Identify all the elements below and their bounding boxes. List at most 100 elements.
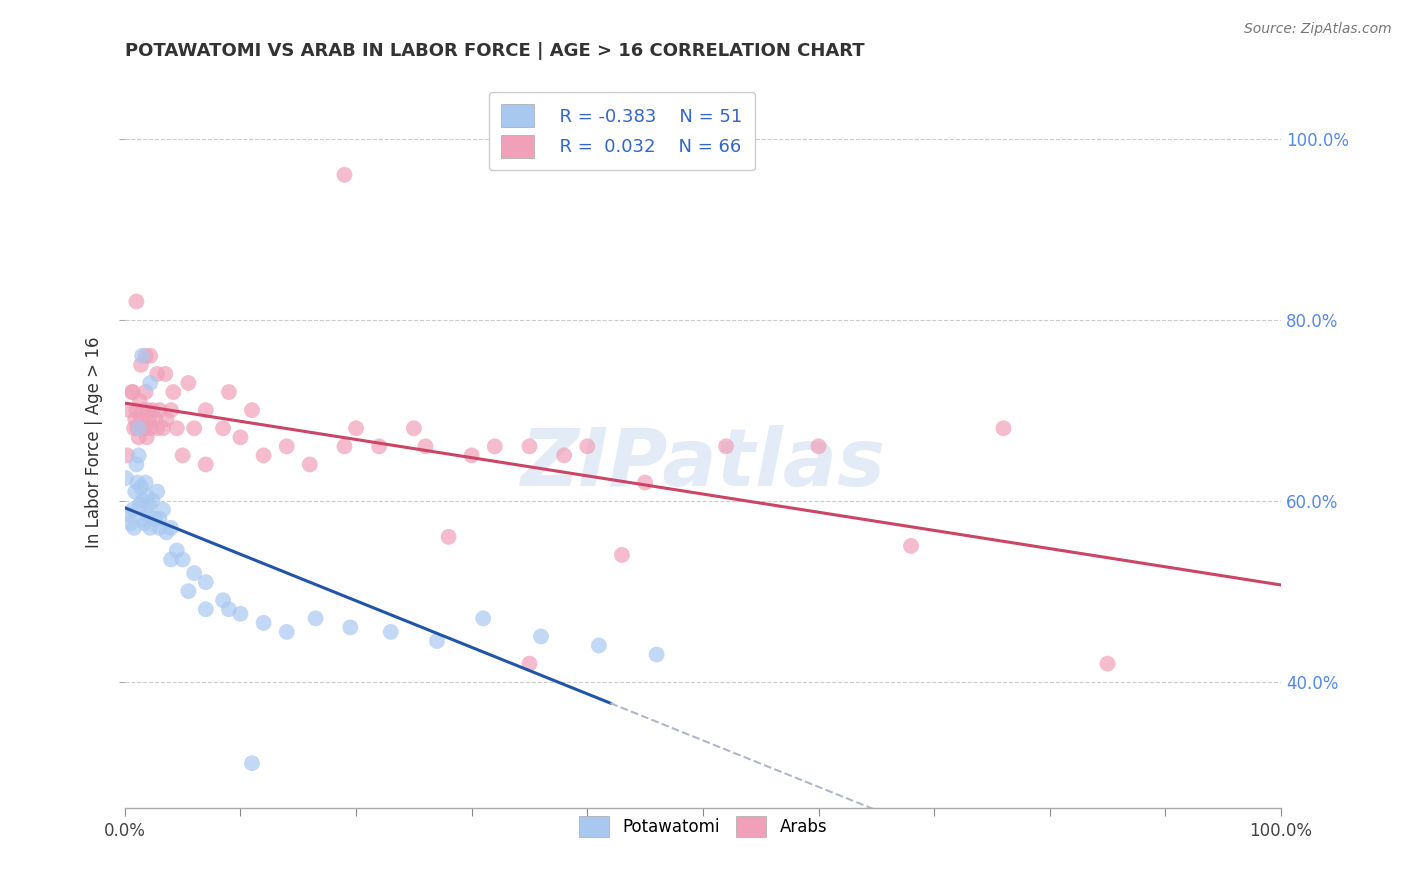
Point bbox=[333, 439, 356, 453]
Point bbox=[252, 615, 274, 630]
Point bbox=[115, 449, 138, 463]
Text: Source: ZipAtlas.com: Source: ZipAtlas.com bbox=[1244, 22, 1392, 37]
Point bbox=[122, 385, 145, 400]
Point bbox=[134, 421, 156, 435]
Point bbox=[125, 458, 148, 472]
Point bbox=[472, 611, 495, 625]
Point bbox=[240, 756, 263, 771]
Point bbox=[183, 421, 205, 435]
Point bbox=[129, 480, 152, 494]
Point bbox=[229, 607, 252, 621]
Point bbox=[993, 421, 1015, 435]
Point bbox=[148, 512, 170, 526]
Point bbox=[142, 493, 165, 508]
Point bbox=[519, 657, 541, 671]
Point bbox=[194, 403, 217, 417]
Point bbox=[634, 475, 657, 490]
Point bbox=[212, 593, 235, 607]
Point bbox=[380, 624, 402, 639]
Point bbox=[142, 403, 165, 417]
Point bbox=[155, 412, 177, 426]
Point bbox=[519, 439, 541, 453]
Point bbox=[415, 439, 437, 453]
Point bbox=[125, 403, 148, 417]
Point bbox=[333, 168, 356, 182]
Point bbox=[344, 421, 367, 435]
Point bbox=[135, 475, 157, 490]
Text: ZIPatlas: ZIPatlas bbox=[520, 425, 886, 503]
Point bbox=[645, 648, 668, 662]
Point bbox=[138, 498, 160, 512]
Point bbox=[160, 403, 183, 417]
Point bbox=[124, 412, 146, 426]
Point bbox=[135, 430, 157, 444]
Point bbox=[172, 552, 194, 566]
Point bbox=[298, 458, 321, 472]
Point bbox=[304, 611, 326, 625]
Point bbox=[588, 639, 610, 653]
Point bbox=[128, 498, 150, 512]
Point bbox=[135, 489, 157, 503]
Point bbox=[127, 475, 149, 490]
Point bbox=[143, 512, 166, 526]
Point bbox=[807, 439, 830, 453]
Point bbox=[139, 349, 162, 363]
Point bbox=[276, 624, 298, 639]
Point bbox=[146, 421, 169, 435]
Point bbox=[160, 552, 183, 566]
Point bbox=[135, 349, 157, 363]
Point bbox=[166, 421, 188, 435]
Point bbox=[155, 525, 177, 540]
Point bbox=[146, 484, 169, 499]
Point bbox=[139, 376, 162, 390]
Point bbox=[134, 516, 156, 531]
Point bbox=[138, 412, 160, 426]
Point bbox=[160, 521, 183, 535]
Point bbox=[131, 349, 153, 363]
Point bbox=[714, 439, 737, 453]
Point bbox=[212, 421, 235, 435]
Point bbox=[136, 403, 159, 417]
Point bbox=[368, 439, 391, 453]
Point bbox=[146, 367, 169, 381]
Point bbox=[129, 412, 152, 426]
Point bbox=[162, 385, 184, 400]
Point bbox=[402, 421, 425, 435]
Point bbox=[115, 471, 138, 485]
Point bbox=[135, 385, 157, 400]
Point bbox=[143, 412, 166, 426]
Point bbox=[122, 502, 145, 516]
Point bbox=[131, 493, 153, 508]
Point bbox=[122, 421, 145, 435]
Point bbox=[460, 449, 482, 463]
Point bbox=[437, 530, 460, 544]
Point bbox=[240, 403, 263, 417]
Point bbox=[229, 430, 252, 444]
Point bbox=[166, 543, 188, 558]
Point bbox=[194, 575, 217, 590]
Point bbox=[148, 521, 170, 535]
Point bbox=[129, 358, 152, 372]
Point bbox=[339, 620, 361, 634]
Point bbox=[177, 584, 200, 599]
Point bbox=[152, 421, 174, 435]
Point bbox=[132, 512, 155, 526]
Point bbox=[426, 634, 449, 648]
Point bbox=[177, 376, 200, 390]
Point bbox=[139, 421, 162, 435]
Point bbox=[139, 521, 162, 535]
Point bbox=[218, 602, 240, 616]
Point bbox=[127, 421, 149, 435]
Point bbox=[252, 449, 274, 463]
Point bbox=[194, 602, 217, 616]
Point bbox=[1097, 657, 1119, 671]
Point bbox=[128, 421, 150, 435]
Point bbox=[128, 394, 150, 409]
Point bbox=[194, 458, 217, 472]
Point bbox=[128, 449, 150, 463]
Point bbox=[131, 421, 153, 435]
Point bbox=[118, 403, 141, 417]
Point bbox=[183, 566, 205, 580]
Point bbox=[136, 508, 159, 522]
Point bbox=[152, 502, 174, 516]
